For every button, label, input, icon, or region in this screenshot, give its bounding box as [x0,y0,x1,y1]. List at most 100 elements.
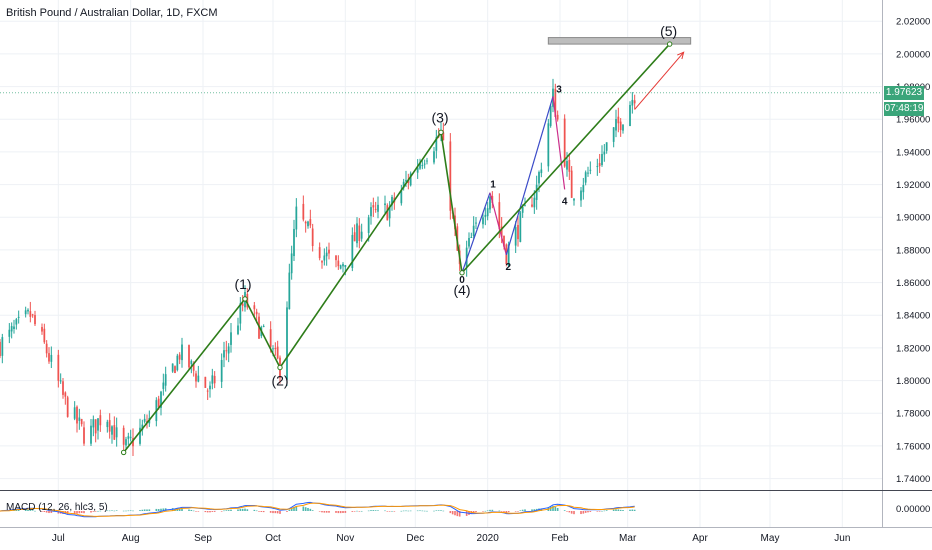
macd-histogram-bar [162,508,165,511]
macd-histogram-bar [416,510,419,512]
candle-body [601,154,603,166]
candle-body [164,374,167,386]
macd-histogram-bar [384,510,386,512]
macd-histogram-bar [582,511,585,514]
sub-wave-segment [461,192,491,273]
candle-body [433,151,435,163]
candle-body [507,244,510,266]
candle-body [83,427,85,444]
macd-histogram-bar [437,510,440,511]
wave-pivot [277,364,283,371]
candle-body [237,325,239,335]
candle-body [517,224,519,240]
candle-body [589,169,592,171]
macd-histogram-bar [519,510,522,511]
macd-histogram-bar [407,510,410,512]
candle-body [90,425,92,444]
macd-histogram-bar [241,508,244,511]
candle-body [547,123,550,167]
y-tick-label: 1.76000 [896,441,930,452]
candle-body [227,346,230,354]
macd-histogram-bar [83,511,85,514]
macd-histogram-bar [570,511,573,514]
macd-histogram-bar [122,510,125,512]
candle-body [360,231,363,239]
candle-body [295,206,298,230]
macd-histogram-bar [356,510,358,512]
macd-histogram-bar [178,508,181,511]
candle-body [342,264,344,267]
macd-histogram-bar [239,508,242,511]
wave-pivot [459,270,465,276]
candle-body [97,418,99,431]
y-tick-label: 1.84000 [896,311,930,322]
macd-histogram-bar [335,511,337,513]
candle-body [519,212,522,242]
candle-body [524,205,526,207]
macd-histogram-bar [48,511,50,514]
candle-body [213,375,216,384]
macd-histogram-bar [139,510,141,511]
macd-histogram-bar [227,510,230,511]
candle-body [139,427,141,444]
x-tick-label: Feb [551,533,569,544]
candle-body [113,425,116,440]
macd-histogram-bar [500,511,503,512]
candle-body [423,163,426,165]
macd-histogram-bar [419,510,421,512]
candle-body [223,350,225,358]
macd-histogram-bar [279,511,281,514]
macd-histogram-bar [143,509,146,511]
candle-body [514,227,517,246]
macd-histogram-bar [596,511,599,512]
candle-body [468,237,470,247]
macd-histogram-bar [41,511,43,512]
macd-histogram-bar [433,510,435,512]
candle-body [339,265,342,269]
macd-histogram-bar [507,511,510,513]
macd-histogram-bar [106,510,109,512]
candle-body [374,208,377,210]
wave-pivot [438,129,444,136]
wave-overlays: 0 1 2 3 4 (1) (2) (3) (4) (5) [0,23,882,456]
macd-histogram-bar [160,508,162,511]
macd-histogram-bar [440,510,442,511]
macd-histogram-bar [94,511,97,512]
candle-body [13,326,15,329]
candle-body [24,310,27,315]
candle-body [132,438,134,447]
sub-wave-segment [552,96,566,190]
macd-histogram-bar [206,511,209,513]
candle-body [617,116,620,124]
candle-body [391,196,393,206]
y-tick-label: 1.82000 [896,343,930,354]
candle-body [402,181,405,189]
macd-histogram-bar [220,511,223,512]
macd-histogram-bar [157,509,160,511]
candle-body [255,311,258,315]
candle-body [311,228,314,247]
candle-body [122,427,125,445]
macd-histogram-bar [633,509,636,511]
candle-body [8,329,11,337]
macd-histogram-bar [456,511,459,517]
candle-body [619,121,622,131]
macd-histogram-bar [113,510,116,512]
candle-body [598,163,601,167]
macd-histogram-bar [204,511,207,513]
candle-body [631,99,634,106]
candle-body [174,366,176,374]
macd-histogram-bar [601,510,603,512]
macd-histogram-bar [451,511,454,515]
macd-histogram-bar [402,510,405,512]
macd-histogram-bar [181,508,183,511]
candle-body [246,294,249,308]
candle-body [321,261,323,263]
macd-histogram-bar [43,511,46,512]
macd-histogram-bar [489,509,491,511]
candle-body [472,225,475,237]
macd-histogram-bar [309,508,312,511]
candle-body [328,249,330,254]
macd-histogram-bar [475,511,477,513]
